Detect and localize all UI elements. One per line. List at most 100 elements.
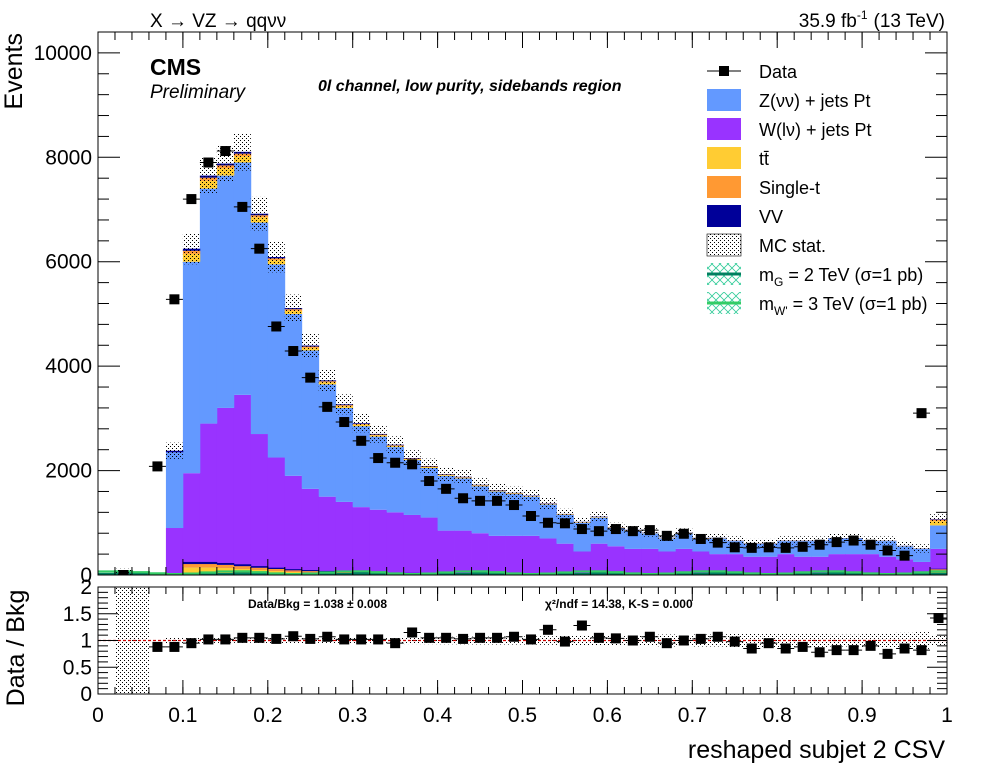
data-point [356,435,367,446]
minor-bar-ttbar [182,567,201,575]
stack-bar-wln [420,517,438,575]
stack-bar-wln [352,507,371,575]
legend-entry: Data [707,62,798,82]
ratio-point [695,633,706,644]
stack-bar-wln [590,543,608,575]
ratio-point [865,640,876,651]
stack-bar-wln [403,514,422,575]
minor-bar-vv [301,570,320,572]
minor-bar-vv [216,562,235,565]
legend-entry: MC stat. [706,233,826,257]
ratio-mc-bin [913,632,931,649]
ratio-point [899,643,910,654]
stack-bar-wln [573,551,591,575]
minor-bar-single_t [267,568,286,571]
ratio-point [475,632,486,643]
ratio-point [797,641,808,652]
stack-bar-wln [743,556,761,575]
stack-bar-wln [692,551,710,575]
ratio-point [848,645,859,656]
x-tick-label: 0.8 [763,704,792,727]
legend-label: VV [759,207,783,227]
mc-stat-bin [777,536,795,545]
stack-bar-znn [284,313,303,476]
y-tick-label: 4000 [45,355,92,378]
data-point [627,526,638,537]
stack-bar-wln [182,473,201,575]
data-point [492,495,503,506]
ratio-point [288,631,299,642]
data-point [848,535,859,546]
ratio-point [678,635,689,646]
mc-stat-bin [726,536,744,545]
mc-stat-bin [182,233,200,265]
legend-data-marker [719,66,729,76]
lumi-value: 35.9 fb [799,11,857,32]
ratio-point [458,633,469,644]
mc-stat-bin [386,436,404,454]
mc-stat-bin [437,467,455,482]
mc-stat-bin [369,425,387,443]
mc-stat-bin [420,458,438,474]
data-point [441,483,452,494]
ratio-points [148,613,947,659]
legend-mcstat-swatch [706,233,742,257]
stack-bar-znn [216,175,235,408]
ratio-point [627,635,638,646]
stack-bar-znn [318,384,337,497]
mc-stat-bin [505,486,523,500]
stack-bar-wln [165,528,184,575]
stack-bar-wln [794,556,812,575]
stack-bar-znn [301,350,320,489]
cms-label: CMS [150,54,201,80]
legend-label-main: m [759,294,774,314]
legend-entry: VV [707,205,783,227]
ratio-y-tick-label: 0.5 [63,656,92,679]
stack-bar-znn [386,447,405,513]
x-tick-label: 0.2 [253,704,282,727]
ratio-point [712,631,723,642]
stack-bar-znn [165,452,184,529]
mc-stat-bin [488,483,506,497]
minor-bar-single_t [182,564,201,568]
stack-bar-wln [522,535,540,575]
ratio-point [509,631,520,642]
minor-bar-vv [250,566,269,568]
legend-entry: W(lν) + jets Pt [707,118,872,140]
minor-bar-single_t [301,571,320,573]
data-point [271,321,282,332]
ratio-point [882,648,893,659]
data-point [288,346,299,357]
minor-bar-vv [199,561,218,565]
process-label: X → VZ → qqνν [150,11,286,32]
stack-bar-wln [250,434,269,575]
data-point [186,194,197,205]
mc-stat-bin [794,536,812,545]
stack-bar-wln [760,556,778,575]
x-axis-title: reshaped subjet 2 CSV [688,736,945,764]
ratio-point [424,632,435,643]
stack-bar-wln [556,543,574,575]
x-tick-label: 0.4 [423,704,453,727]
ratio-point [203,634,214,645]
legend-label: Data [759,62,798,82]
data-point [610,524,621,535]
ratio-y-tick-label: 2 [80,576,92,599]
minor-bar-vv [930,568,947,570]
ratio-point [186,638,197,649]
mc-stat-bin [335,394,353,415]
minor-bar-single_t [250,567,269,570]
data-point [152,461,163,472]
data-point [797,541,808,552]
ratio-point [831,645,842,656]
stack-bar-wln [199,423,218,575]
data-point [916,408,927,419]
y-tick-label: 2000 [45,460,92,483]
mc-stat-bin [165,442,183,459]
ratio-point [322,631,333,642]
legend-label-sub: W' [774,304,788,318]
stack-bar-wln [862,554,880,575]
x-tick-label: 0.6 [593,704,622,727]
ratio-point [373,634,384,645]
stack-bar-znn [267,264,286,458]
